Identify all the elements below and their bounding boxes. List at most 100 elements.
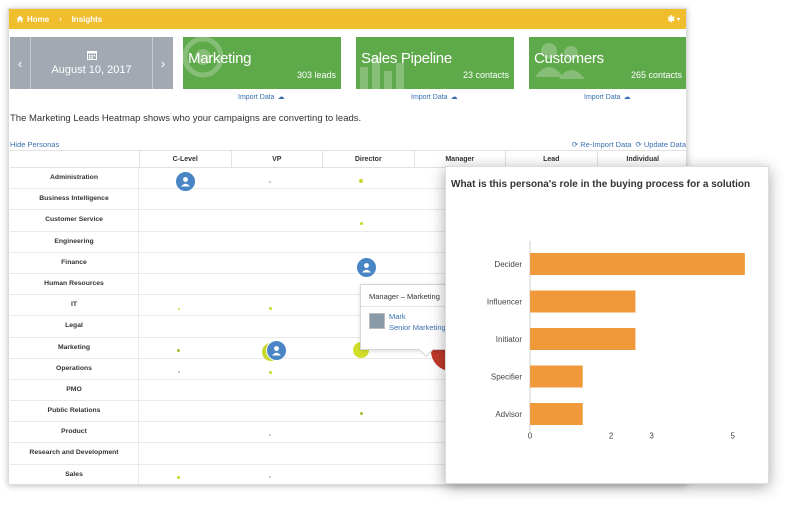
import-data-link[interactable]: Import Data ☁ xyxy=(584,93,631,102)
category-label: Decider xyxy=(494,260,522,269)
date-display: August 10, 2017 xyxy=(31,37,152,89)
bar-influencer[interactable] xyxy=(530,290,636,313)
heatmap-dot xyxy=(359,179,363,183)
x-tick-label: 3 xyxy=(649,432,654,441)
tile-name: Marketing xyxy=(188,50,252,67)
chevron-down-icon: ▾ xyxy=(676,17,680,23)
heatmap-row: Customer Service xyxy=(10,210,686,232)
refresh-icon: ⟳ xyxy=(571,140,579,149)
column-header: Lead xyxy=(505,151,597,167)
person-role-link[interactable]: Senior Marketing M xyxy=(389,323,455,332)
persona-avatar[interactable] xyxy=(266,340,287,361)
category-label: Initiator xyxy=(496,335,523,344)
heatmap-row: Product xyxy=(10,422,686,444)
row-label: Research and Development xyxy=(10,443,139,464)
bar-advisor[interactable] xyxy=(530,403,583,425)
column-header: Individual xyxy=(596,151,687,167)
row-label: PMO xyxy=(10,379,139,401)
reimport-data-link[interactable]: ⟳ Re-Import Data xyxy=(571,140,632,149)
heatmap-dot xyxy=(178,371,180,373)
bar-chart-icon xyxy=(360,57,404,89)
column-header: Manager xyxy=(413,151,506,167)
row-label: Legal xyxy=(10,316,139,337)
heatmap-row: Business Intelligence xyxy=(10,189,686,211)
row-label: Public Relations xyxy=(10,401,139,422)
column-header: VP xyxy=(230,151,323,167)
tile-count: 265 contacts xyxy=(630,70,682,80)
row-label: Sales xyxy=(10,464,139,484)
import-data-link[interactable]: Import Data ☁ xyxy=(411,93,458,102)
row-label: Customer Service xyxy=(10,210,139,231)
persona-heatmap: C-Level VP Director Manager Lead Individ… xyxy=(10,150,687,484)
heatmap-dot xyxy=(178,308,180,310)
heatmap-row: Administration xyxy=(10,168,686,190)
persona-avatar[interactable] xyxy=(356,257,377,278)
user-icon xyxy=(362,263,371,273)
hide-personas-link[interactable]: Hide Personas xyxy=(10,140,60,149)
user-icon xyxy=(272,346,281,356)
corner-cell xyxy=(10,151,139,167)
heatmap-row: PMO xyxy=(10,379,686,402)
home-icon xyxy=(16,15,24,23)
heatmap-dot xyxy=(177,476,180,479)
breadcrumb: Home › Insights xyxy=(16,15,102,24)
bar-decider[interactable] xyxy=(530,253,745,275)
next-date-button[interactable]: › xyxy=(152,37,173,89)
row-label: Administration xyxy=(10,168,139,189)
tile-name: Customers xyxy=(534,50,604,67)
person-name-link[interactable]: Mark xyxy=(389,312,406,321)
bar-initiator[interactable] xyxy=(530,328,636,350)
buying-role-bar-chart: Decider Influencer Initiator Specifier Advis… xyxy=(487,241,745,441)
cloud-upload-icon: ☁ xyxy=(277,94,285,101)
breadcrumb-home[interactable]: Home xyxy=(27,14,50,24)
heatmap-dot xyxy=(269,371,272,374)
heatmap-row: Public Relations xyxy=(10,401,686,423)
current-date: August 10, 2017 xyxy=(51,64,132,76)
buying-role-chart-panel: What is this persona's role in the buyin… xyxy=(445,166,769,484)
customers-tile[interactable]: Customers 265 contacts xyxy=(529,37,686,89)
heatmap-row: Finance xyxy=(10,252,686,274)
data-actions: ⟳ Re-Import Data ⟳ Update Data xyxy=(572,140,686,149)
x-tick-label: 0 xyxy=(528,432,533,441)
heatmap-dot xyxy=(360,222,363,225)
category-label: Advisor xyxy=(495,410,522,419)
heatmap-row: Research and Development xyxy=(10,443,686,465)
row-label: Product xyxy=(10,422,139,443)
marketing-tile[interactable]: Marketing 303 leads xyxy=(183,37,341,89)
heatmap-dot xyxy=(269,476,271,478)
chevron-right-icon: › xyxy=(160,55,166,71)
heatmap-dot xyxy=(360,412,363,415)
target-icon xyxy=(183,37,224,78)
heatmap-row: Human Resources xyxy=(10,273,686,296)
previous-date-button[interactable]: ‹ xyxy=(10,37,31,89)
column-header: Director xyxy=(322,151,414,167)
settings-menu[interactable]: ✱ ▾ xyxy=(667,14,680,25)
gear-icon: ✱ xyxy=(667,14,675,24)
row-label: IT xyxy=(10,295,139,316)
category-label: Specifier xyxy=(491,373,522,382)
row-label: Finance xyxy=(10,252,139,273)
bar-specifier[interactable] xyxy=(530,365,583,388)
heatmap-row: Operations xyxy=(10,358,686,380)
refresh-icon: ⟳ xyxy=(635,140,642,149)
sales-pipeline-tile[interactable]: Sales Pipeline 23 contacts xyxy=(356,37,514,89)
heatmap-dot xyxy=(177,349,180,352)
chevron-left-icon: ‹ xyxy=(17,55,23,71)
category-label: Influencer xyxy=(487,298,522,307)
tile-name: Sales Pipeline xyxy=(361,50,452,67)
date-selector: ‹ August 10, 2017 › xyxy=(10,37,173,89)
chart-title: What is this persona's role in the buyin… xyxy=(451,179,751,190)
user-icon xyxy=(181,177,190,187)
heatmap-row: Legal xyxy=(10,316,686,338)
calendar-icon xyxy=(86,51,97,60)
persona-avatar[interactable] xyxy=(175,171,196,192)
row-label: Marketing xyxy=(10,337,139,358)
x-tick-label: 5 xyxy=(731,432,736,441)
breadcrumb-separator-icon: › xyxy=(59,15,62,23)
tile-count: 23 contacts xyxy=(462,70,509,80)
import-data-link[interactable]: Import Data ☁ xyxy=(238,93,285,102)
heatmap-description: The Marketing Leads Heatmap shows who yo… xyxy=(10,113,362,124)
tile-count: 303 leads xyxy=(296,70,336,80)
update-data-link[interactable]: ⟳ Update Data xyxy=(635,140,686,149)
heatmap-header: C-Level VP Director Manager Lead Individ… xyxy=(10,150,687,168)
